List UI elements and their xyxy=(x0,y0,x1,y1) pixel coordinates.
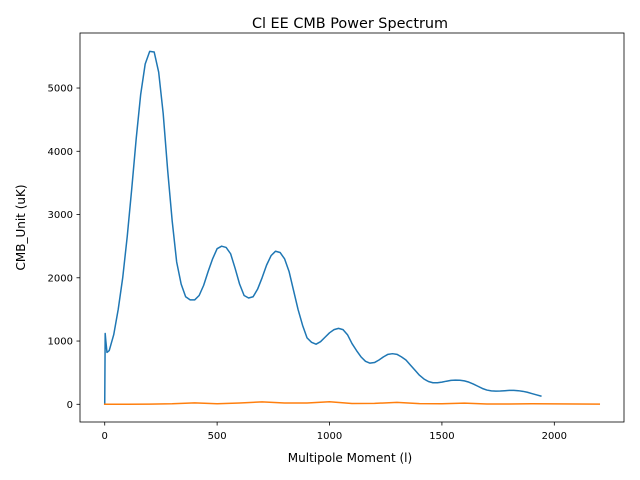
y-tick-label: 4000 xyxy=(48,147,73,158)
y-axis-label: CMB_Unit (uK) xyxy=(14,184,28,270)
series-line-1 xyxy=(103,50,542,406)
y-tick-label: 3000 xyxy=(48,210,73,221)
chart-title: Cl EE CMB Power Spectrum xyxy=(252,16,448,32)
x-tick-label: 500 xyxy=(208,431,227,442)
x-axis: 0 500 1000 1500 2000 xyxy=(102,422,567,442)
plot-lines xyxy=(103,50,601,406)
x-axis-label: Multipole Moment (l) xyxy=(288,451,412,465)
y-tick-label: 5000 xyxy=(48,84,73,95)
y-axis: 0 1000 2000 3000 4000 5000 xyxy=(48,84,80,411)
series-line-2 xyxy=(103,401,601,406)
y-tick-label: 0 xyxy=(67,400,73,411)
y-tick-label: 1000 xyxy=(48,337,73,348)
x-tick-label: 1500 xyxy=(429,431,454,442)
plot-frame xyxy=(79,32,625,423)
y-tick-label: 2000 xyxy=(48,273,73,284)
x-tick-label: 2000 xyxy=(542,431,567,442)
x-tick-label: 1000 xyxy=(317,431,342,442)
x-tick-label: 0 xyxy=(102,431,108,442)
